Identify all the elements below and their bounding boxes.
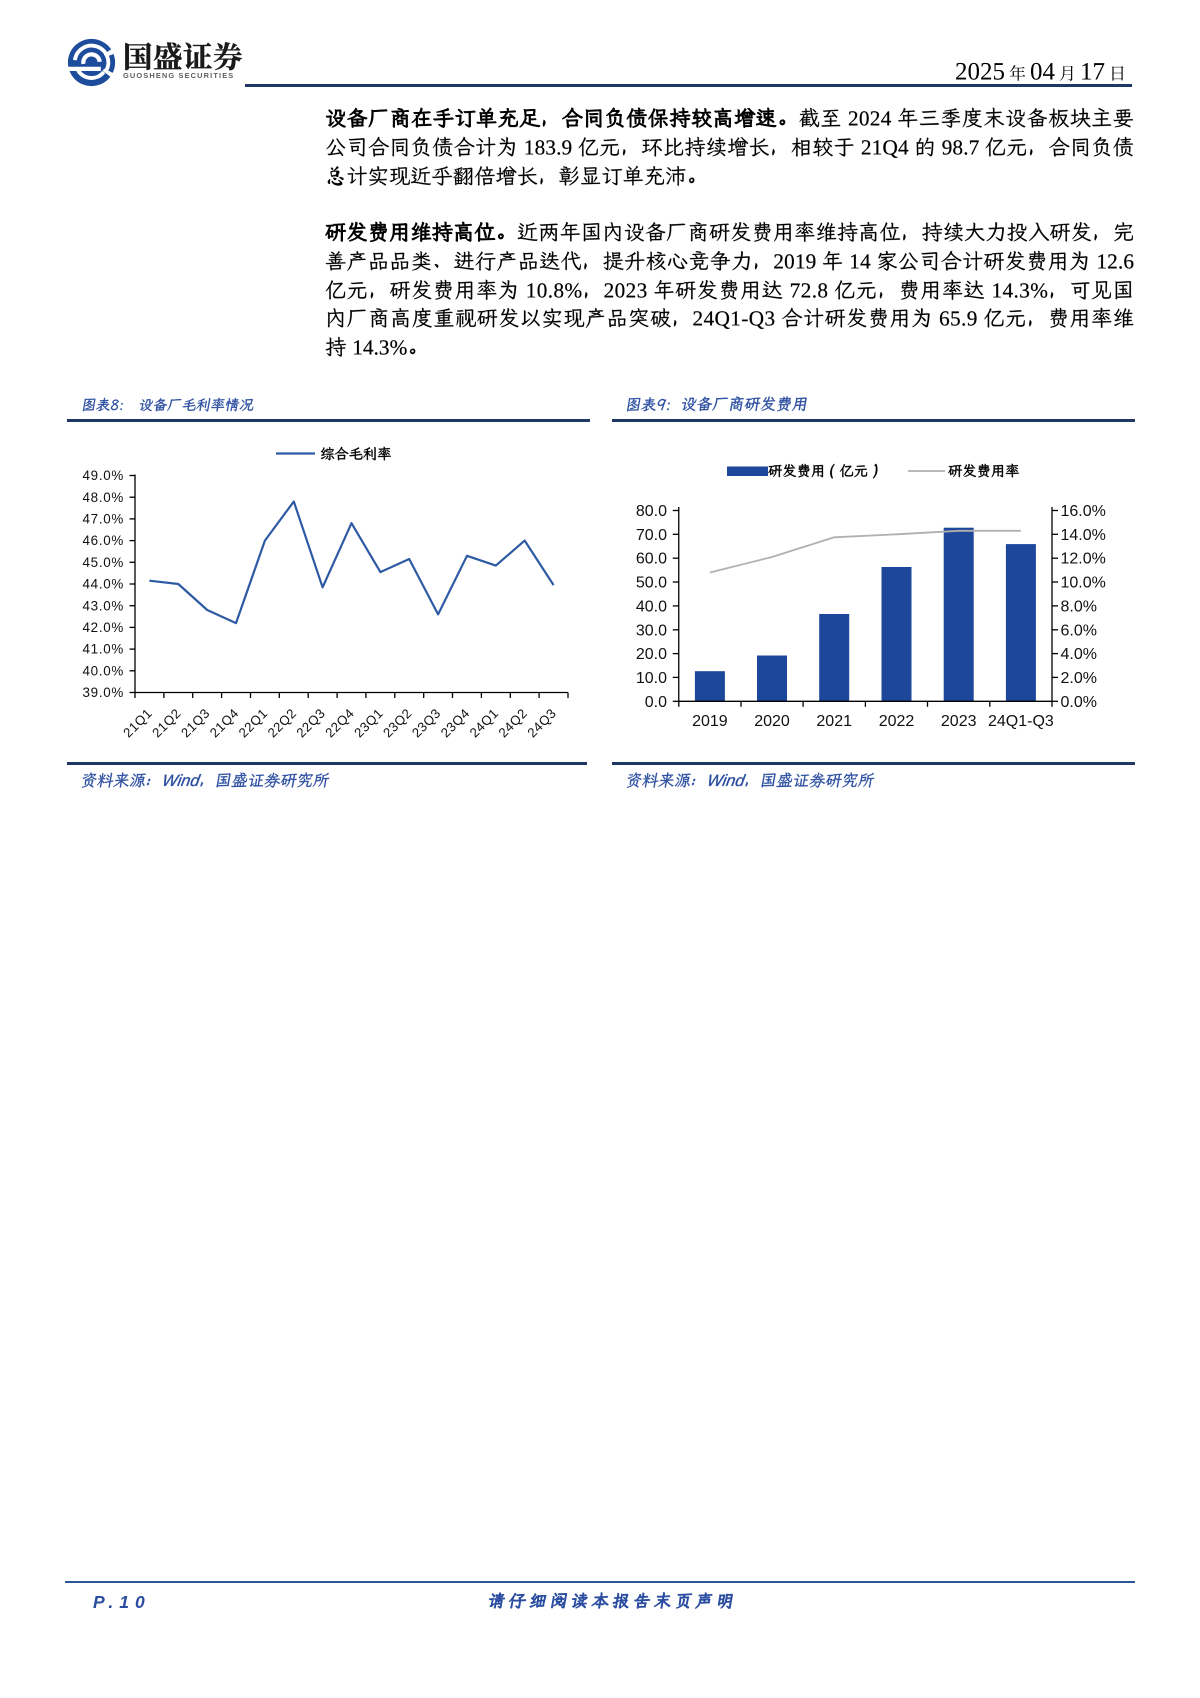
svg-text:49.0%: 49.0% [83, 468, 124, 483]
svg-text:2019: 2019 [692, 713, 728, 730]
svg-text:14.0%: 14.0% [1061, 527, 1106, 544]
svg-text:12.0%: 12.0% [1061, 551, 1106, 568]
svg-text:50.0: 50.0 [636, 574, 667, 591]
svg-text:44.0%: 44.0% [83, 577, 124, 592]
svg-text:45.0%: 45.0% [83, 555, 124, 570]
svg-text:2023: 2023 [941, 713, 977, 730]
svg-text:30.0: 30.0 [636, 622, 667, 639]
svg-text:39.0%: 39.0% [83, 685, 124, 700]
svg-text:10.0%: 10.0% [1061, 574, 1106, 591]
svg-text:40.0: 40.0 [636, 598, 667, 615]
svg-text:24Q1-Q3: 24Q1-Q3 [988, 713, 1054, 730]
svg-text:2022: 2022 [879, 713, 915, 730]
svg-text:46.0%: 46.0% [83, 533, 124, 548]
svg-text:16.0%: 16.0% [1061, 503, 1106, 520]
svg-text:10.0: 10.0 [636, 670, 667, 687]
svg-text:42.0%: 42.0% [83, 620, 124, 635]
svg-text:8.0%: 8.0% [1061, 598, 1097, 615]
svg-text:2020: 2020 [754, 713, 790, 730]
svg-text:4.0%: 4.0% [1061, 646, 1097, 663]
svg-text:40.0%: 40.0% [83, 663, 124, 678]
svg-text:2021: 2021 [816, 713, 852, 730]
svg-text:47.0%: 47.0% [83, 512, 124, 527]
svg-text:41.0%: 41.0% [83, 642, 124, 657]
svg-text:48.0%: 48.0% [83, 490, 124, 505]
svg-text:6.0%: 6.0% [1061, 622, 1097, 639]
svg-text:0.0%: 0.0% [1061, 694, 1097, 711]
svg-text:0.0: 0.0 [645, 694, 667, 711]
svg-text:70.0: 70.0 [636, 527, 667, 544]
svg-text:60.0: 60.0 [636, 551, 667, 568]
svg-text:43.0%: 43.0% [83, 598, 124, 613]
svg-text:2.0%: 2.0% [1061, 670, 1097, 687]
svg-text:20.0: 20.0 [636, 646, 667, 663]
svg-text:80.0: 80.0 [636, 503, 667, 520]
